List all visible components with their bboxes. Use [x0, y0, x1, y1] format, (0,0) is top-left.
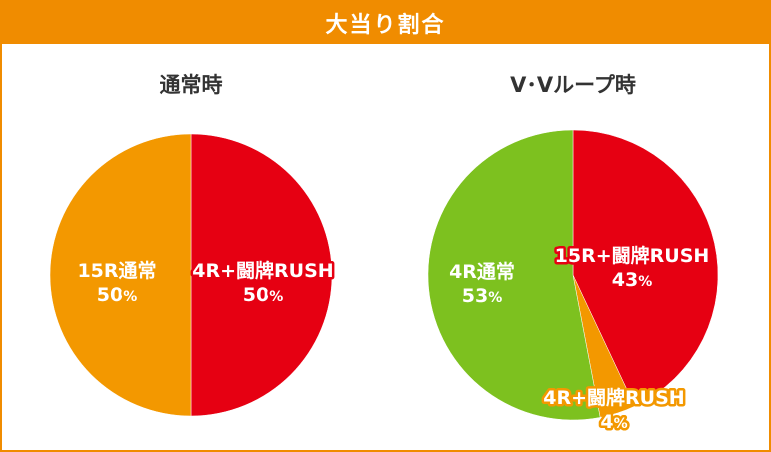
pie-2-slice-1	[572, 129, 719, 407]
slice-name: 4R通常	[449, 260, 515, 283]
slice-value: 43%	[612, 269, 652, 291]
slice-value: 50%	[243, 284, 283, 306]
slice-value: 4%	[600, 411, 627, 433]
slice-name: 15R通常	[77, 259, 156, 282]
chart-header: 大当り割合	[2, 2, 769, 44]
pie-1-slice-1	[190, 133, 333, 417]
slice-name: 4R+闘牌RUSH	[192, 259, 333, 282]
slice-name: 15R+闘牌RUSH	[555, 244, 710, 267]
pie-2-slice-3	[427, 129, 601, 421]
pie-title-2: V･Vループ時	[510, 73, 636, 97]
slice-name: 4R+闘牌RUSH	[543, 386, 684, 409]
pie-title-1: 通常時	[160, 73, 223, 97]
slice-value: 50%	[97, 284, 137, 306]
pie-1-slice-2	[49, 133, 192, 417]
slice-value: 53%	[462, 285, 502, 307]
